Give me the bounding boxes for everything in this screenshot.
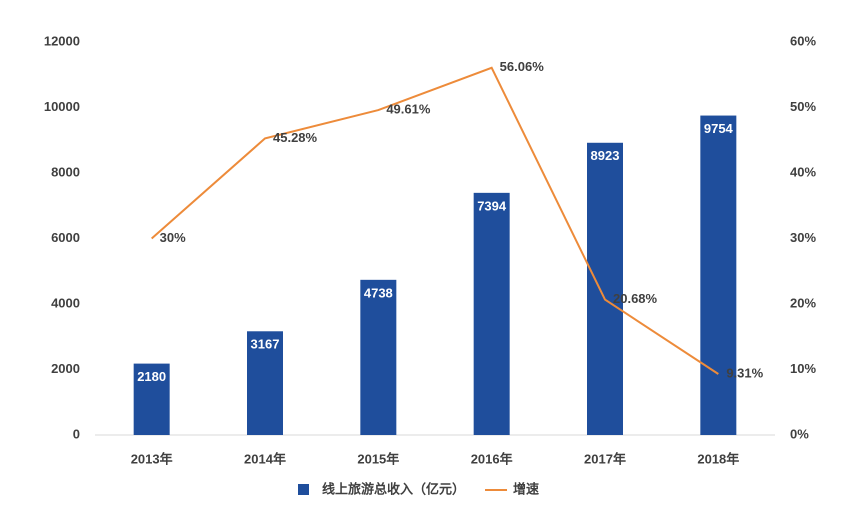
legend-label: 增速: [513, 481, 539, 496]
y-tick-label: 10000: [44, 99, 80, 114]
x-tick-label: 2013年: [131, 451, 173, 466]
legend-label: 线上旅游总收入（亿元）: [322, 481, 465, 496]
line-value-label: 56.06%: [500, 59, 545, 74]
x-tick-label: 2014年: [244, 451, 286, 466]
line-value-label: 45.28%: [273, 130, 318, 145]
line-value-label: 30%: [160, 230, 186, 245]
y-tick-label: 12000: [44, 33, 80, 48]
bar: [247, 331, 283, 435]
line: [151, 66, 719, 375]
bar-value-label: 2180: [137, 369, 166, 384]
bar-value-label: 9754: [704, 121, 734, 136]
x-tick-label: 2016年: [471, 451, 513, 466]
x-tick-label: 2017年: [584, 451, 626, 466]
bar-value-label: 3167: [251, 337, 280, 352]
y2-tick-label: 40%: [790, 164, 816, 179]
bar: [700, 115, 737, 435]
y-tick-label: 6000: [51, 230, 80, 245]
x-tick-label: 2018年: [697, 451, 739, 466]
bar: [587, 142, 623, 436]
y2-tick-label: 20%: [790, 295, 816, 310]
bar-value-label: 8923: [591, 148, 620, 163]
line-value-label: 20.68%: [613, 291, 658, 306]
y-tick-label: 2000: [51, 361, 80, 376]
y2-tick-label: 60%: [790, 33, 816, 48]
y-tick-label: 0: [73, 426, 80, 441]
y-tick-label: 4000: [51, 295, 80, 310]
x-tick-label: 2015年: [357, 451, 399, 466]
bar: [360, 279, 397, 435]
y2-tick-label: 30%: [790, 230, 816, 245]
y-tick-label: 8000: [51, 164, 80, 179]
line-value-label: 49.61%: [386, 101, 431, 116]
bar: [133, 363, 170, 435]
bar-value-label: 7394: [477, 198, 507, 213]
legend-swatch: [298, 484, 309, 495]
y2-tick-label: 50%: [790, 99, 816, 114]
line-value-label: 9.31%: [726, 365, 763, 380]
y2-tick-label: 10%: [790, 361, 816, 376]
bar-value-label: 4738: [364, 285, 393, 300]
bar: [473, 192, 510, 435]
y2-tick-label: 0%: [790, 426, 809, 441]
